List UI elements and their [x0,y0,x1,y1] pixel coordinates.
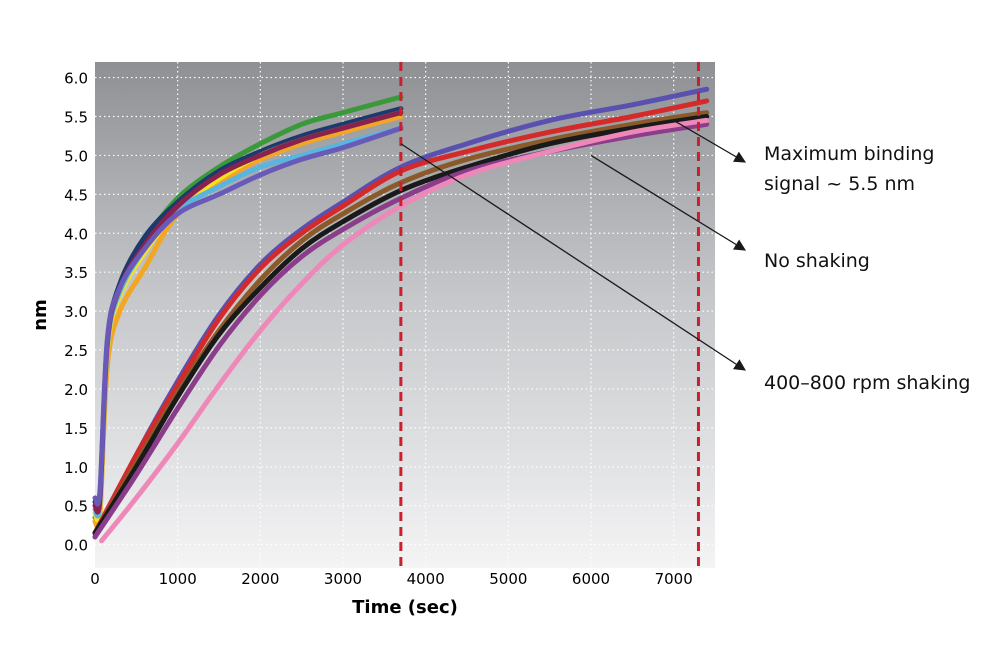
grid [95,62,715,568]
series-group [92,86,710,544]
x-tick-label: 1000 [159,570,197,588]
series-line-9 [92,98,710,536]
y-tick-label: 3.0 [64,303,88,321]
annotation-text: signal ~ 5.5 nm [764,173,915,195]
y-tick-label: 3.5 [64,264,88,282]
y-tick-label: 6.0 [64,70,88,88]
x-axis-ticks: 0 1000 2000 3000 4000 5000 6000 7000 [90,570,693,588]
y-tick-label: 1.5 [64,420,88,438]
x-tick-label: 0 [90,570,100,588]
y-tick-label: 5.5 [64,108,88,126]
series-line-13 [99,117,710,544]
y-tick-label: 2.5 [64,342,88,360]
y-tick-label: 4.5 [64,186,88,204]
y-tick-label: 0.0 [64,537,88,555]
y-tick-label: 5.0 [64,147,88,165]
x-tick-label: 7000 [655,570,693,588]
x-tick-label: 3000 [324,570,362,588]
y-axis-ticks: 0.0 0.5 1.0 1.5 2.0 2.5 3.0 3.5 4.0 4.5 5.0 5.5 6.0 [64,70,88,555]
annotation-text: No shaking [764,250,870,272]
x-tick-label: 6000 [572,570,610,588]
y-axis-title: nm [30,299,51,331]
x-tick-label: 5000 [489,570,527,588]
annotation-arrow-3 [400,143,746,371]
y-tick-label: 0.5 [64,498,88,516]
x-tick-label: 4000 [407,570,445,588]
series-line-7 [92,125,404,507]
annotation-text: 400–800 rpm shaking [764,372,970,394]
series-line-11 [92,114,710,536]
y-tick-label: 4.0 [64,225,88,243]
annotation-arrow-2 [590,154,746,251]
x-axis-title: Time (sec) [352,597,458,618]
reference-lines [399,62,700,568]
annotation-arrow-1 [673,119,747,163]
annotation-text: Maximum binding [764,143,934,165]
x-tick-label: 2000 [241,570,279,588]
annotations: Maximum binding signal ~ 5.5 nm No shaking… [400,119,970,394]
y-tick-label: 1.0 [64,459,88,477]
y-tick-label: 2.0 [64,381,88,399]
